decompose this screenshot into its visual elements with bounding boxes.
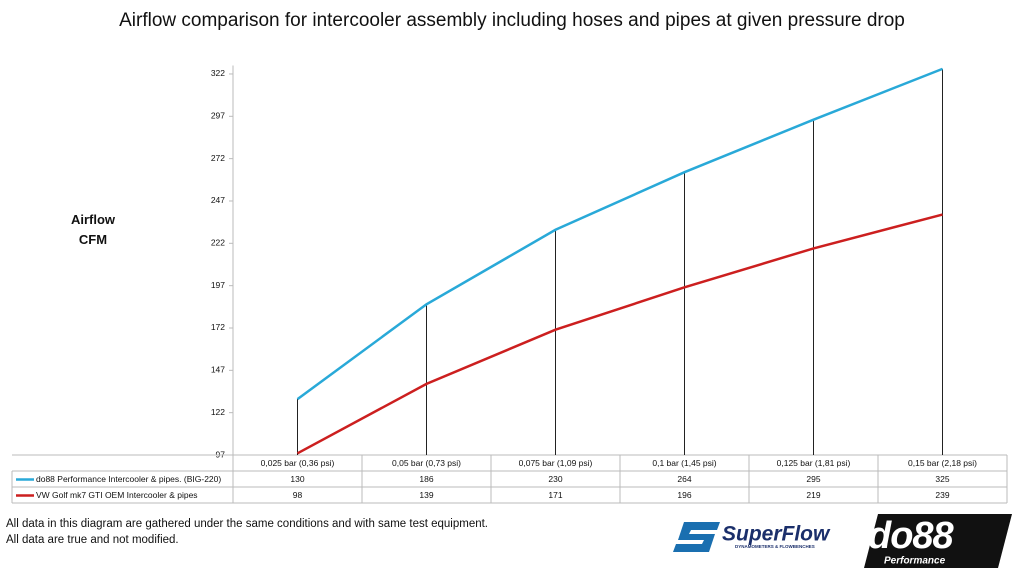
logo-shape	[673, 522, 720, 552]
table-value: 230	[548, 474, 562, 484]
y-tick-label: 97	[216, 449, 226, 459]
y-tick-label: 297	[211, 111, 225, 121]
x-tick-label: 0,075 bar (1,09 psi)	[519, 458, 593, 468]
table-value: 264	[677, 474, 691, 484]
chart-title: Airflow comparison for intercooler assem…	[119, 10, 905, 31]
x-tick-label: 0,05 bar (0,73 psi)	[392, 458, 461, 468]
series-line	[296, 213, 943, 455]
y-tick-label: 322	[211, 68, 225, 78]
table-value: 171	[548, 490, 562, 500]
logo-text: do88	[868, 515, 955, 557]
y-axis-label: Airflow CFM	[70, 212, 116, 247]
legend-label: do88 Performance Intercooler & pipes. (B…	[36, 474, 221, 484]
logo-text: SuperFlow	[722, 523, 831, 546]
y-tick-label: 197	[211, 280, 225, 290]
y-tick-label: 222	[211, 238, 225, 248]
y-tick-label: 122	[211, 407, 225, 417]
x-tick-label: 0,1 bar (1,45 psi)	[652, 458, 716, 468]
y-tick-label: 172	[211, 322, 225, 332]
x-tick-label: 0,15 bar (2,18 psi)	[908, 458, 977, 468]
do88-logo: do88 Performance	[864, 514, 1012, 568]
table-value: 139	[419, 490, 433, 500]
table-value: 98	[293, 490, 303, 500]
table-value: 325	[935, 474, 949, 484]
series-line	[296, 67, 943, 401]
x-tick-label: 0,125 bar (1,81 psi)	[777, 458, 851, 468]
table-value: 130	[290, 474, 304, 484]
legend-label: VW Golf mk7 GTI OEM Intercooler & pipes	[36, 490, 198, 500]
logo-subtext: DYNAMOMETERS & FLOWBENCHES	[735, 544, 815, 549]
y-tick-label: 247	[211, 195, 225, 205]
note: All data in this diagram are gathered un…	[6, 518, 489, 530]
superflow-logo: SuperFlow DYNAMOMETERS & FLOWBENCHES	[673, 522, 831, 552]
table-value: 186	[419, 474, 433, 484]
note: All data are true and not modified.	[6, 534, 179, 546]
table-value: 239	[935, 490, 949, 500]
x-tick-label: 0,025 bar (0,36 psi)	[261, 458, 335, 468]
y-tick-label: 272	[211, 153, 225, 163]
y-tick-label: 147	[211, 365, 225, 375]
logo-shape	[864, 514, 1012, 568]
logo-subtext: Performance	[884, 556, 946, 567]
table-value: 295	[806, 474, 820, 484]
table-value: 219	[806, 490, 820, 500]
table-value: 196	[677, 490, 691, 500]
